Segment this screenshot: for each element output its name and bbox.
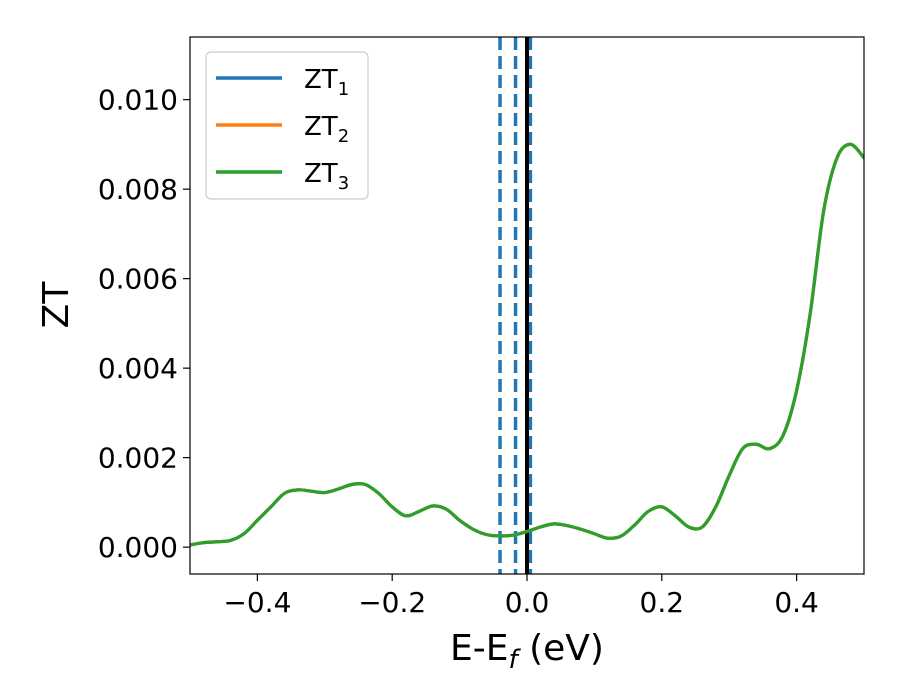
- y-axis-label: ZT: [36, 281, 77, 329]
- x-axis: −0.4 −0.2 0.0 0.2 0.4: [223, 574, 819, 619]
- y-tick-label: 0.006: [98, 263, 178, 296]
- legend-label-2: ZT2: [304, 112, 349, 147]
- x-tick-label: 0.0: [505, 586, 550, 619]
- x-tick-label: 0.2: [640, 586, 685, 619]
- series-line-3: [190, 142, 864, 547]
- x-axis-label: E-Ef (eV): [450, 628, 604, 675]
- y-tick-label: 0.008: [98, 173, 178, 206]
- y-tick-label: 0.000: [98, 531, 178, 564]
- legend-label-1: ZT1: [304, 65, 349, 100]
- x-tick-label: −0.2: [358, 586, 426, 619]
- series-layer: [190, 142, 864, 547]
- y-tick-label: 0.010: [98, 84, 178, 117]
- y-tick-label: 0.004: [98, 352, 178, 385]
- legend-label-3: ZT3: [304, 159, 349, 194]
- legend-box: [205, 51, 369, 200]
- y-tick-label: 0.002: [98, 442, 178, 475]
- legend: ZT1 ZT2 ZT3: [205, 51, 369, 200]
- x-tick-label: 0.4: [774, 586, 819, 619]
- reference-lines: [498, 37, 533, 574]
- y-axis: 0.000 0.002 0.004 0.006 0.008 0.010: [98, 84, 190, 564]
- legend-items: ZT1 ZT2 ZT3: [216, 65, 349, 194]
- x-tick-label: −0.4: [223, 586, 291, 619]
